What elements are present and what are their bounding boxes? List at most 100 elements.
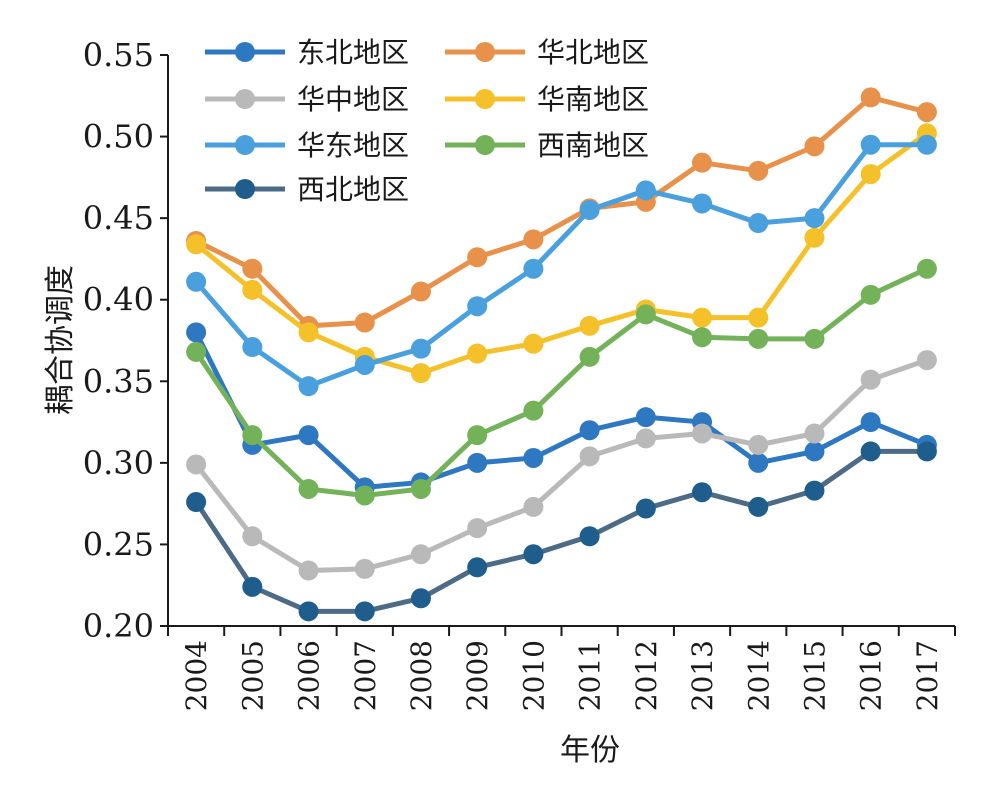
legend-item: 华北地区 [445, 36, 649, 69]
x-tick-label: 2012 [630, 640, 663, 711]
y-tick-label: 0.40 [83, 281, 154, 319]
data-point [692, 482, 713, 503]
data-point [523, 544, 544, 565]
data-point [354, 601, 375, 622]
legend-item: 东北地区 [205, 36, 409, 69]
data-point [242, 337, 263, 358]
series-5 [186, 134, 937, 397]
data-point [410, 338, 431, 359]
legend-item: 西北地区 [205, 173, 409, 206]
series-7 [186, 441, 937, 622]
x-tick-label: 2017 [911, 640, 944, 711]
legend-item: 华中地区 [205, 83, 409, 116]
data-point [242, 425, 263, 446]
data-point [186, 322, 207, 343]
legend-swatch-marker [475, 89, 495, 109]
legend-swatch-marker [235, 89, 255, 109]
data-point [467, 247, 488, 268]
data-point [467, 343, 488, 364]
data-point [298, 601, 319, 622]
y-tick-label: 0.45 [83, 199, 154, 237]
y-tick-label: 0.35 [83, 362, 154, 400]
x-tick-label: 2011 [574, 640, 607, 711]
legend-swatch-marker [235, 42, 255, 62]
legend-swatch-marker [235, 179, 255, 199]
data-point [804, 441, 825, 462]
legend-swatch-marker [475, 42, 495, 62]
data-point [860, 134, 881, 155]
data-point [186, 234, 207, 255]
data-point [692, 423, 713, 444]
data-point [298, 376, 319, 397]
x-tick-label: 2014 [742, 640, 775, 711]
series-layer [186, 87, 937, 622]
data-point [298, 322, 319, 343]
x-tick-label: 2008 [405, 640, 438, 711]
data-point [523, 229, 544, 250]
data-point [916, 134, 937, 155]
data-point [860, 441, 881, 462]
data-point [523, 447, 544, 468]
data-point [242, 279, 263, 300]
data-point [523, 333, 544, 354]
data-point [354, 312, 375, 333]
data-point [410, 544, 431, 565]
data-point [748, 213, 769, 234]
data-point [860, 369, 881, 390]
legend-item: 华南地区 [445, 83, 649, 116]
data-point [186, 454, 207, 475]
series-3 [186, 350, 937, 581]
data-point [579, 315, 600, 336]
data-point [298, 425, 319, 446]
x-tick-label: 2015 [798, 640, 831, 711]
data-point [804, 208, 825, 229]
data-point [916, 441, 937, 462]
data-point [804, 423, 825, 444]
x-axis-title: 年份 [560, 733, 620, 768]
data-point [467, 557, 488, 578]
x-tick-label: 2009 [461, 640, 494, 711]
data-point [804, 136, 825, 157]
data-point [635, 498, 656, 519]
data-point [410, 478, 431, 499]
x-tick-label: 2006 [293, 640, 326, 711]
x-tick-label: 2007 [349, 640, 382, 711]
data-point [467, 296, 488, 317]
series-line [193, 130, 930, 376]
legend-swatch-marker [475, 135, 495, 155]
data-point [242, 576, 263, 597]
y-tick-label: 0.30 [83, 444, 154, 482]
data-point [635, 180, 656, 201]
data-point [692, 193, 713, 214]
legend-item: 西南地区 [445, 129, 649, 162]
y-axis-title: 耦合协调度 [43, 265, 78, 415]
data-point [579, 446, 600, 467]
data-point [635, 428, 656, 449]
x-tick-label: 2005 [236, 640, 269, 711]
y-tick-label: 0.25 [83, 525, 154, 563]
data-point [748, 452, 769, 473]
data-point [523, 258, 544, 279]
legend-label: 华中地区 [297, 83, 409, 116]
data-point [579, 346, 600, 367]
x-tick-label: 2004 [180, 640, 213, 711]
data-point [186, 271, 207, 292]
data-point [916, 102, 937, 123]
data-point [748, 496, 769, 517]
legend-label: 西南地区 [537, 129, 649, 162]
data-point [242, 258, 263, 279]
data-point [354, 485, 375, 506]
y-tick-label: 0.20 [83, 607, 154, 645]
legend-label: 西北地区 [297, 173, 409, 206]
data-point [804, 328, 825, 349]
data-point [860, 164, 881, 185]
data-point [523, 400, 544, 421]
series-1 [186, 322, 937, 498]
y-tick-label: 0.50 [83, 118, 154, 156]
data-point [467, 452, 488, 473]
series-line [193, 329, 930, 490]
data-point [354, 558, 375, 579]
series-4 [186, 123, 937, 384]
